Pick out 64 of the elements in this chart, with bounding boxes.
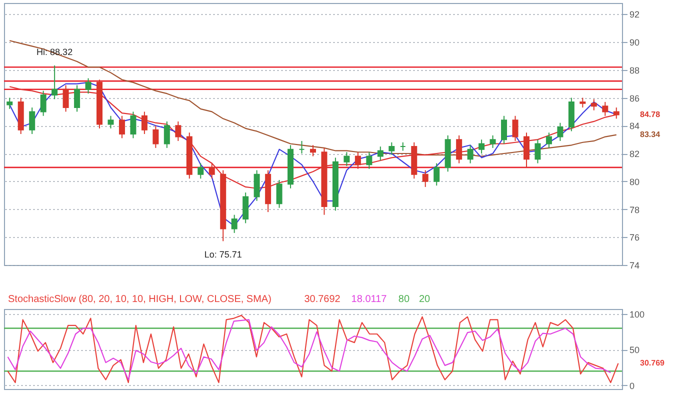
candlestick: [310, 144, 316, 157]
candlestick: [152, 125, 159, 148]
candlestick: [377, 146, 384, 161]
candlestick: [501, 115, 508, 144]
text: 18.0117: [351, 294, 388, 305]
candlestick: [85, 78, 92, 94]
candlestick: [175, 120, 182, 142]
y-tick-label: 100: [630, 310, 645, 320]
candlestick: [231, 214, 238, 234]
candlestick: [74, 84, 80, 112]
y-tick-label: 74: [630, 260, 640, 270]
candlestick: [29, 107, 36, 134]
y-tick-label: 76: [630, 232, 640, 243]
candlestick: [590, 98, 597, 111]
ref-line-label: 20: [419, 294, 431, 305]
text: 30.769: [640, 358, 666, 368]
candlestick: [580, 97, 586, 108]
annotation: Hi: 88.32: [36, 47, 73, 58]
y-tick-label: 92: [630, 10, 640, 20]
candlestick: [546, 132, 552, 148]
text: 83.34: [640, 130, 661, 139]
chart-title: StochasticSlow (80, 20, 10, 10, HIGH, LOW, CLOSE, SMA): [8, 294, 272, 305]
candlestick: [52, 64, 58, 100]
text: 84.78: [640, 110, 661, 119]
candlestick: [534, 139, 541, 164]
y-tick-label: 90: [630, 38, 640, 48]
candlestick: [198, 162, 204, 180]
candlestick: [164, 120, 170, 148]
candlestick: [512, 115, 518, 142]
y-tick-label: 88: [630, 65, 640, 76]
candlestick: [130, 111, 136, 139]
candlestick: [366, 152, 372, 170]
candlestick: [242, 192, 249, 224]
candlestick: [298, 140, 305, 154]
candlestick: [344, 152, 350, 167]
candlestick: [40, 90, 46, 116]
annotation: Lo: 75.71: [204, 249, 242, 260]
candlestick: [108, 115, 114, 129]
candlestick: [467, 144, 474, 164]
y-tick-label: 82: [630, 149, 640, 160]
y-tick-label: 80: [630, 176, 640, 187]
candlestick: [523, 132, 530, 168]
y-tick-label: 50: [630, 345, 640, 356]
candlestick: [434, 162, 440, 186]
ref-line-label: 80: [398, 294, 410, 305]
y-tick-label: 84: [630, 121, 640, 132]
y-tick-label: 0: [630, 380, 635, 391]
candlestick: [422, 170, 428, 188]
candlestick: [118, 115, 125, 139]
candlestick: [388, 142, 395, 156]
candlestick: [276, 179, 282, 208]
y-tick-label: 86: [630, 93, 640, 104]
candlestick: [141, 111, 148, 134]
candlestick: [456, 134, 462, 164]
candlestick: [208, 162, 215, 180]
candlestick: [557, 122, 564, 142]
y-tick-label: 78: [630, 204, 640, 215]
candlestick: [254, 170, 260, 202]
candlestick: [354, 152, 361, 170]
series-label: 30.7692: [304, 294, 341, 305]
candlestick: [602, 101, 608, 116]
candlestick: [490, 134, 496, 148]
candlestick: [478, 139, 485, 154]
candlestick: [6, 97, 13, 110]
